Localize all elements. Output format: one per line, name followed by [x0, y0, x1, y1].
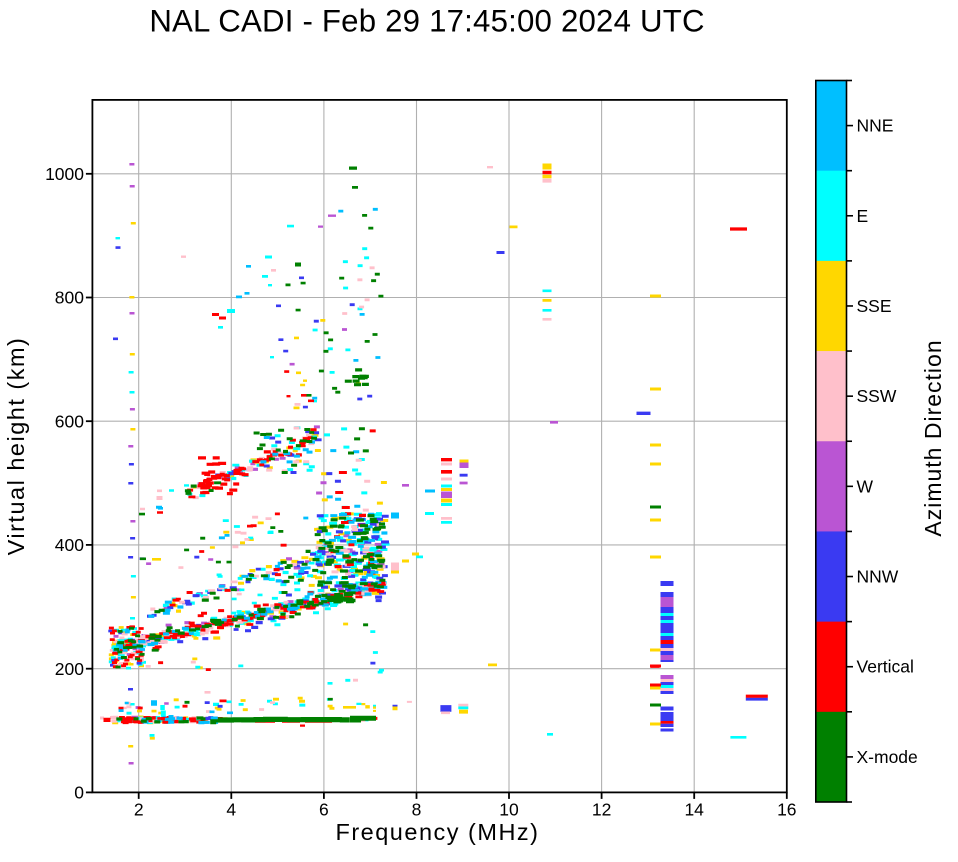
svg-text:NAL CADI - Feb 29 17:45:00 202: NAL CADI - Feb 29 17:45:00 2024 UTC: [149, 4, 704, 39]
svg-text:4: 4: [226, 799, 236, 819]
svg-text:16: 16: [777, 799, 796, 819]
svg-text:0: 0: [74, 783, 84, 803]
svg-text:14: 14: [684, 799, 704, 819]
svg-text:600: 600: [55, 411, 84, 431]
svg-text:400: 400: [55, 535, 84, 555]
svg-text:SSW: SSW: [857, 386, 897, 406]
svg-text:1000: 1000: [45, 164, 84, 184]
svg-text:E: E: [857, 206, 869, 226]
svg-text:X-mode: X-mode: [857, 747, 918, 767]
svg-text:Vertical: Vertical: [857, 657, 914, 677]
svg-text:W: W: [857, 476, 874, 496]
svg-text:2: 2: [134, 799, 144, 819]
svg-text:10: 10: [499, 799, 519, 819]
svg-text:Frequency (MHz): Frequency (MHz): [335, 819, 539, 845]
svg-text:6: 6: [319, 799, 329, 819]
svg-text:12: 12: [592, 799, 611, 819]
svg-text:NNE: NNE: [857, 116, 894, 136]
svg-text:SSE: SSE: [857, 296, 892, 316]
svg-text:Virtual height (km): Virtual height (km): [3, 337, 29, 556]
svg-text:NNW: NNW: [857, 567, 899, 587]
svg-text:Azimuth Direction: Azimuth Direction: [920, 339, 946, 536]
svg-text:8: 8: [412, 799, 422, 819]
svg-text:800: 800: [55, 288, 84, 308]
svg-text:200: 200: [55, 659, 84, 679]
